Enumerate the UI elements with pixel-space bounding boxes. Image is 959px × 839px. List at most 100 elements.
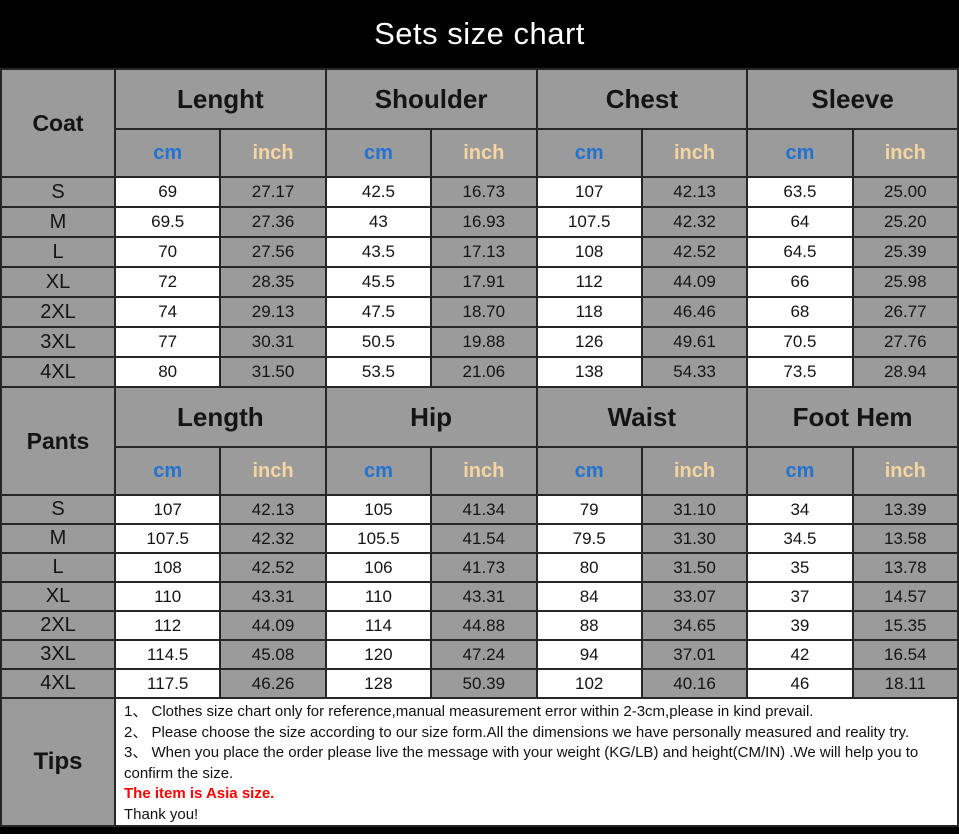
unit-cm: cm xyxy=(746,128,854,178)
cell-cm: 45.5 xyxy=(324,266,433,298)
cell-inch: 42.13 xyxy=(219,494,327,525)
cell-inch: 31.50 xyxy=(640,552,749,583)
cell-inch: 46.46 xyxy=(640,296,749,328)
coat-group-shoulder: Shoulder xyxy=(324,68,538,130)
cell-inch: 44.09 xyxy=(640,266,749,298)
cell-inch: 27.56 xyxy=(219,236,327,268)
coat-row-3xl: 3XL 77 30.31 50.5 19.88 126 49.61 70.5 2… xyxy=(0,326,959,358)
coat-group-sleeve: Sleeve xyxy=(746,68,959,130)
cell-inch: 33.07 xyxy=(640,581,749,612)
cell-cm: 34.5 xyxy=(746,523,854,554)
cell-cm: 105.5 xyxy=(324,523,433,554)
cell-inch: 28.35 xyxy=(219,266,327,298)
size-label: S xyxy=(0,176,116,208)
cell-cm: 79 xyxy=(535,494,643,525)
coat-row-2xl: 2XL 74 29.13 47.5 18.70 118 46.46 68 26.… xyxy=(0,296,959,328)
size-chart-table: Coat Lenght Shoulder Chest Sleeve cm inc… xyxy=(0,68,959,827)
cell-cm: 128 xyxy=(324,668,433,699)
cell-inch: 41.34 xyxy=(430,494,538,525)
cell-cm: 108 xyxy=(113,552,222,583)
cell-inch: 31.50 xyxy=(219,356,327,388)
cell-cm: 64 xyxy=(746,206,854,238)
cell-cm: 74 xyxy=(113,296,222,328)
cell-inch: 49.61 xyxy=(640,326,749,358)
coat-unit-row: cm inch cm inch cm inch cm inch xyxy=(1,128,959,178)
cell-inch: 15.35 xyxy=(851,610,959,641)
cell-cm: 73.5 xyxy=(746,356,854,388)
unit-cm: cm xyxy=(746,446,854,496)
cell-cm: 120 xyxy=(324,639,433,670)
coat-group-lenght: Lenght xyxy=(114,68,327,130)
size-label: XL xyxy=(0,581,116,612)
cell-cm: 126 xyxy=(535,326,643,358)
cell-cm: 42.5 xyxy=(324,176,433,208)
cell-inch: 28.94 xyxy=(851,356,959,388)
size-label: L xyxy=(0,552,116,583)
pants-row-xl: XL 110 43.31 110 43.31 84 33.07 37 14.57 xyxy=(0,581,959,612)
cell-inch: 42.52 xyxy=(219,552,327,583)
pants-group-waist: Waist xyxy=(535,386,749,448)
cell-inch: 19.88 xyxy=(430,326,538,358)
cell-cm: 34 xyxy=(746,494,854,525)
cell-cm: 63.5 xyxy=(746,176,854,208)
pants-row-4xl: 4XL 117.5 46.26 128 50.39 102 40.16 46 1… xyxy=(0,668,959,699)
cell-inch: 44.09 xyxy=(219,610,327,641)
unit-inch: inch xyxy=(430,128,538,178)
size-label: XL xyxy=(0,266,116,298)
coat-group-chest: Chest xyxy=(535,68,749,130)
cell-inch: 25.00 xyxy=(851,176,959,208)
size-label: 4XL xyxy=(0,668,116,699)
unit-cm: cm xyxy=(113,128,222,178)
cell-cm: 107.5 xyxy=(113,523,222,554)
cell-inch: 27.17 xyxy=(219,176,327,208)
unit-cm: cm xyxy=(535,446,643,496)
size-label: L xyxy=(0,236,116,268)
cell-cm: 42 xyxy=(746,639,854,670)
cell-inch: 16.73 xyxy=(430,176,538,208)
cell-cm: 68 xyxy=(746,296,854,328)
cell-inch: 17.13 xyxy=(430,236,538,268)
cell-cm: 88 xyxy=(535,610,643,641)
cell-inch: 37.01 xyxy=(640,639,749,670)
cell-cm: 35 xyxy=(746,552,854,583)
cell-cm: 138 xyxy=(535,356,643,388)
cell-inch: 42.32 xyxy=(640,206,749,238)
cell-inch: 41.54 xyxy=(430,523,538,554)
tip-line-2: 2、 Please choose the size according to o… xyxy=(124,723,910,741)
cell-cm: 47.5 xyxy=(324,296,433,328)
cell-cm: 112 xyxy=(113,610,222,641)
cell-cm: 46 xyxy=(746,668,854,699)
cell-cm: 114 xyxy=(324,610,433,641)
cell-cm: 69 xyxy=(113,176,222,208)
cell-inch: 18.11 xyxy=(851,668,959,699)
pants-section-label: Pants xyxy=(0,386,116,496)
cell-cm: 77 xyxy=(113,326,222,358)
unit-cm: cm xyxy=(324,446,433,496)
unit-inch: inch xyxy=(219,128,327,178)
size-label: 2XL xyxy=(0,296,116,328)
unit-inch: inch xyxy=(430,446,538,496)
tip-line-3: 3、 When you place the order please live … xyxy=(124,744,919,782)
cell-inch: 50.39 xyxy=(430,668,538,699)
cell-cm: 80 xyxy=(535,552,643,583)
cell-cm: 39 xyxy=(746,610,854,641)
tips-content: 1、 Clothes size chart only for reference… xyxy=(114,697,959,827)
tip-line-1: 1、 Clothes size chart only for reference… xyxy=(124,703,814,720)
size-label: 2XL xyxy=(0,610,116,641)
pants-row-l: L 108 42.52 106 41.73 80 31.50 35 13.78 xyxy=(0,552,959,583)
cell-inch: 27.76 xyxy=(851,326,959,358)
cell-inch: 16.54 xyxy=(851,639,959,670)
pants-row-m: M 107.5 42.32 105.5 41.54 79.5 31.30 34.… xyxy=(0,523,959,554)
cell-cm: 72 xyxy=(113,266,222,298)
coat-group-header-row: Coat Lenght Shoulder Chest Sleeve xyxy=(0,68,959,178)
cell-cm: 107.5 xyxy=(535,206,643,238)
pants-group-header-row: Pants Length Hip Waist Foot Hem xyxy=(0,386,959,496)
cell-inch: 43.31 xyxy=(430,581,538,612)
size-label: 3XL xyxy=(0,326,116,358)
pants-row-3xl: 3XL 114.5 45.08 120 47.24 94 37.01 42 16… xyxy=(0,639,959,670)
cell-cm: 105 xyxy=(324,494,433,525)
cell-cm: 84 xyxy=(535,581,643,612)
size-label: 3XL xyxy=(0,639,116,670)
cell-cm: 107 xyxy=(113,494,222,525)
cell-inch: 29.13 xyxy=(219,296,327,328)
